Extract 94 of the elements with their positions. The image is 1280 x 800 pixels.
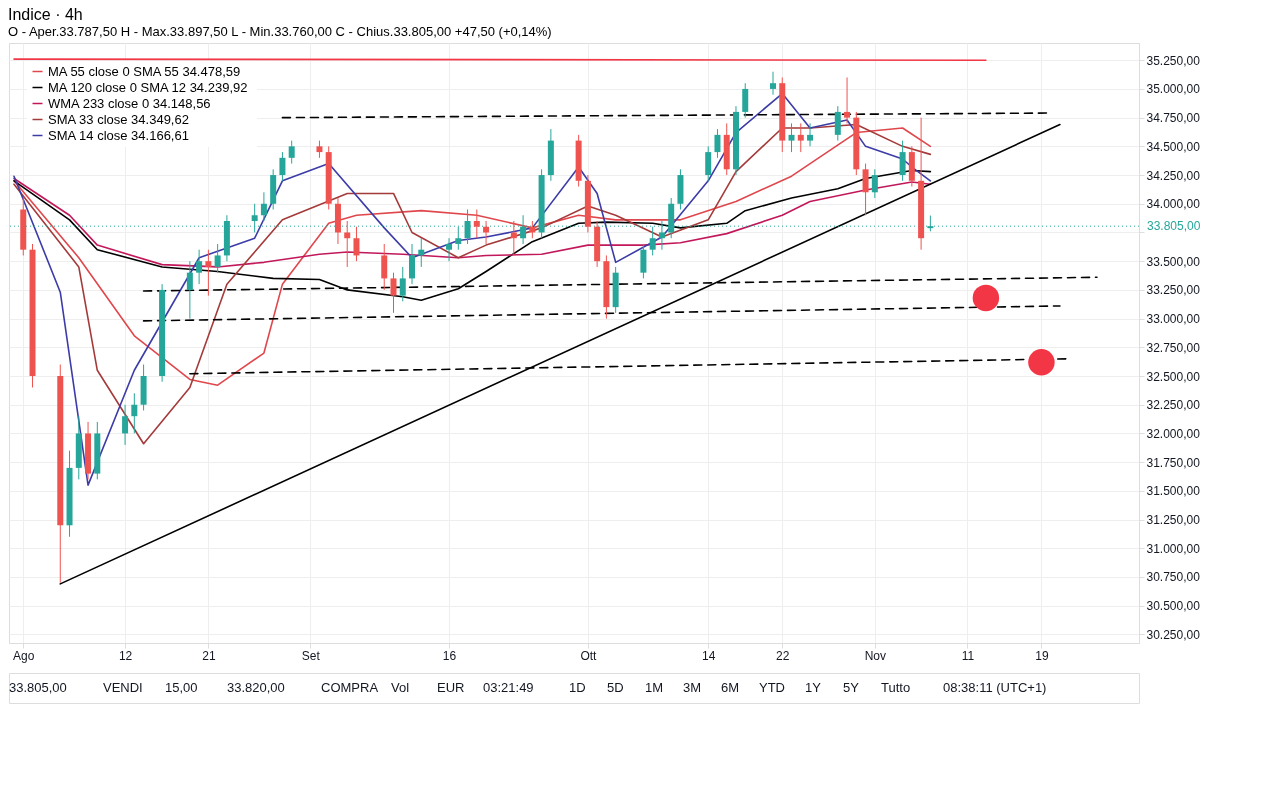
y-tick-label: 32.750,00 xyxy=(1146,340,1201,355)
candlestick xyxy=(705,145,712,182)
candlestick xyxy=(520,214,527,245)
candlestick xyxy=(640,243,647,279)
y-tick-label: 34.500,00 xyxy=(1146,139,1201,154)
chart-subtitle: O - Aper.33.787,50 H - Max.33.897,50 L - Min.33.760,00 C - Chius.33.805,00 +47,50 (+0,14%) xyxy=(8,23,552,39)
y-tick-label: 31.500,00 xyxy=(1146,484,1201,499)
text: 33.820,00 xyxy=(227,680,285,695)
candlestick xyxy=(834,105,841,142)
candlestick xyxy=(649,226,656,256)
text: 6M xyxy=(721,680,740,695)
candlestick xyxy=(260,191,267,222)
text: 08:38:11 (UTC+1) xyxy=(943,680,1047,695)
x-tick-label: Ago xyxy=(13,648,35,663)
candlestick xyxy=(797,122,804,153)
text: 5Y xyxy=(843,680,860,695)
text: 03:21:49 xyxy=(483,680,534,695)
text: 33.805,00 xyxy=(9,680,67,695)
candlestick xyxy=(770,71,777,96)
text: 15,00 xyxy=(165,680,198,695)
y-tick-label: 30.500,00 xyxy=(1146,599,1201,614)
text: 1M xyxy=(645,680,664,695)
candlestick xyxy=(205,249,212,297)
x-tick-label: 22 xyxy=(776,648,790,663)
candlestick xyxy=(742,82,749,119)
text: 3M xyxy=(683,680,702,695)
x-tick-label: 16 xyxy=(442,648,457,663)
candlestick xyxy=(344,220,351,268)
text: 1Y xyxy=(805,680,822,695)
candlestick xyxy=(214,243,221,274)
y-tick-label: 32.000,00 xyxy=(1146,426,1201,441)
candlestick xyxy=(473,209,480,239)
text: 1D xyxy=(569,680,586,695)
chart-title: Indice · 4h xyxy=(8,5,83,23)
candlestick xyxy=(288,140,295,165)
candlestick xyxy=(899,140,906,182)
text: VENDI xyxy=(103,680,143,695)
candlestick xyxy=(196,249,203,285)
y-tick-label: 32.250,00 xyxy=(1146,398,1201,413)
legend-label: SMA 33 close 34.349,62 xyxy=(48,111,189,127)
text: Vol xyxy=(391,680,410,695)
x-tick-label: 14 xyxy=(702,648,716,663)
x-tick-label: Ott xyxy=(580,648,598,663)
line-series xyxy=(13,127,932,386)
legend-label: WMA 233 close 0 34.148,56 xyxy=(48,95,211,111)
candlestick xyxy=(399,266,406,302)
legend-label: MA 55 close 0 SMA 55 34.478,59 xyxy=(48,63,241,79)
candlestick xyxy=(714,128,721,159)
y-tick-label: 35.250,00 xyxy=(1146,53,1201,68)
candlestick xyxy=(409,243,416,285)
candlestick xyxy=(131,392,138,434)
y-tick-label: 31.750,00 xyxy=(1146,455,1201,470)
y-tick-label: 34.250,00 xyxy=(1146,168,1201,183)
candlestick xyxy=(279,151,286,182)
candlestick xyxy=(862,163,869,216)
y-tick-label: 35.000,00 xyxy=(1146,82,1201,97)
candlestick xyxy=(381,243,388,291)
y-tick-label: 31.000,00 xyxy=(1146,541,1201,556)
candlestick xyxy=(807,122,814,147)
text: Tutto xyxy=(881,680,911,695)
x-tick-label: Set xyxy=(301,648,321,663)
x-tick-label: 11 xyxy=(961,648,975,663)
candlestick xyxy=(871,168,878,199)
y-tick-label: 33.000,00 xyxy=(1146,312,1201,327)
x-tick-label: 19 xyxy=(1035,648,1049,663)
x-tick-label: 21 xyxy=(202,648,216,663)
y-tick-label: 31.250,00 xyxy=(1146,513,1201,528)
candlestick xyxy=(353,226,360,262)
candlestick xyxy=(122,404,129,446)
candlestick xyxy=(464,209,471,245)
y-tick-label: 30.250,00 xyxy=(1146,627,1201,642)
candlestick xyxy=(446,237,453,262)
x-tick-label: Nov xyxy=(864,648,886,663)
candlestick xyxy=(390,272,397,314)
candlestick xyxy=(186,260,193,320)
text: EUR xyxy=(437,680,465,695)
text: COMPRA xyxy=(321,680,379,695)
candlestick xyxy=(844,76,851,124)
legend-label: SMA 14 close 34.166,61 xyxy=(48,127,189,143)
y-tick-label: 34.000,00 xyxy=(1146,197,1201,212)
text: 5D xyxy=(607,680,624,695)
candlestick xyxy=(658,220,665,251)
y-tick-label: 33.250,00 xyxy=(1146,283,1201,298)
text: YTD xyxy=(759,680,785,695)
ref-line-label: 33.805,00 xyxy=(1147,219,1201,234)
y-tick-label: 30.750,00 xyxy=(1146,570,1201,585)
x-tick-label: 12 xyxy=(118,648,133,663)
candlestick xyxy=(251,203,258,233)
candlestick xyxy=(788,122,795,153)
y-tick-label: 32.500,00 xyxy=(1146,369,1201,384)
y-tick-label: 34.750,00 xyxy=(1146,111,1201,126)
candlestick xyxy=(510,220,517,256)
y-tick-label: 33.500,00 xyxy=(1146,254,1201,269)
legend-label: MA 120 close 0 SMA 12 34.239,92 xyxy=(48,79,248,95)
